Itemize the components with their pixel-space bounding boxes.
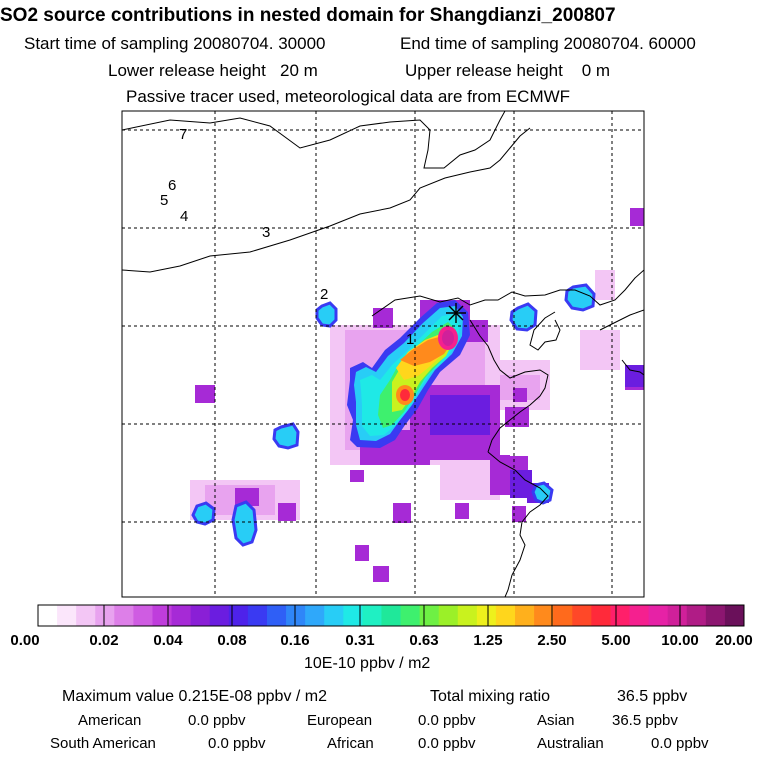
colorbar-cell [57,605,77,626]
australian-value: 0.0 ppbv [651,735,709,752]
colorbar-cell [114,605,134,626]
colorbar-tick: 1.25 [473,632,503,649]
station-number-7: 7 [179,126,187,143]
colorbar-tick: 0.16 [280,632,310,649]
total-mixing-ratio-label: Total mixing ratio [430,688,551,705]
colorbar-cell [648,605,669,626]
colorbar-cell [705,605,726,626]
colorbar-tick: 20.00 [715,632,753,649]
station-number-2: 2 [320,286,328,303]
colorbar-cell [667,605,688,626]
colorbar-cell [629,605,650,626]
colorbar-cell [305,605,325,626]
south-american-label: South American [50,735,156,752]
tracer-info-label: Passive tracer used, meteorological data… [126,87,571,106]
colorbar-cell [438,605,459,626]
colorbar-tick: 0.00 [10,632,40,649]
colorbar-cell [133,605,153,626]
colorbar-tick: 5.00 [601,632,631,649]
european-label: European [307,712,373,729]
start-time-label: Start time of sampling 20080704. 30000 [24,34,326,53]
african-value: 0.0 ppbv [418,735,476,752]
european-value: 0.0 ppbv [418,712,476,729]
colorbar-cell [247,605,268,626]
colorbar-tick: 0.31 [345,632,375,649]
colorbar-tick: 0.08 [217,632,247,649]
colorbar-cell [572,605,592,626]
colorbar-cell [228,605,249,626]
colorbar-cell [76,605,96,626]
end-time-label: End time of sampling 20080704. 60000 [400,34,696,53]
american-label: American [78,712,142,729]
colorbar-cell [515,605,535,626]
colorbar-cell [381,605,402,626]
colorbar-cell [476,605,497,626]
colorbar-cell [686,605,707,626]
station-number-5: 5 [160,192,168,209]
colorbar-cell [591,605,611,626]
grid-lines [122,111,644,597]
colorbar-cell [324,605,344,626]
map-frame [121,110,645,598]
colorbar [37,605,745,626]
asterisk-icon [446,303,466,323]
south-american-value: 0.0 ppbv [208,735,266,752]
colorbar-cell [95,605,115,626]
colorbar-tick: 0.04 [153,632,183,649]
colorbar-unit: 10E-10 ppbv / m2 [304,655,431,672]
asian-label: Asian [537,712,575,729]
colorbar-cell [724,605,745,626]
colorbar-cell [553,605,573,626]
station-number-6: 6 [168,177,176,194]
upper-release-height-label: Upper release height 0 m [405,61,611,80]
colorbar-cell [495,605,516,626]
colorbar-cell [190,605,211,626]
colorbar-cell [362,605,382,626]
station-number-4: 4 [180,208,188,225]
colorbar-cell [534,605,554,626]
colorbar-cell [38,605,58,626]
colorbar-cell [419,605,440,626]
colorbar-tick: 2.50 [537,632,567,649]
total-mixing-ratio-value: 36.5 ppbv [617,688,688,705]
australian-label: Australian [537,735,604,752]
colorbar-cell [152,605,173,626]
asian-value: 36.5 ppbv [612,712,678,729]
station-number-1: 1 [406,331,414,348]
african-label: African [327,735,374,752]
colorbar-cell [171,605,192,626]
colorbar-tick: 10.00 [661,632,699,649]
american-value: 0.0 ppbv [188,712,246,729]
borders-coastline [122,111,644,597]
colorbar-tick: 0.63 [409,632,439,649]
concentration-field [190,208,644,582]
colorbar-tick: 0.02 [89,632,119,649]
colorbar-cell [286,605,306,626]
colorbar-cell [457,605,478,626]
colorbar-cell [209,605,230,626]
colorbar-frame [37,604,745,627]
colorbar-cell [400,605,421,626]
max-value-label: Maximum value 0.215E-08 ppbv / m2 [62,688,328,705]
lower-release-height-label: Lower release height 20 m [108,61,318,80]
plot-title: SO2 source contributions in nested domai… [0,5,616,26]
colorbar-cell [266,605,287,626]
station-number-3: 3 [262,224,270,241]
colorbar-cell [610,605,631,626]
colorbar-cell [343,605,363,626]
